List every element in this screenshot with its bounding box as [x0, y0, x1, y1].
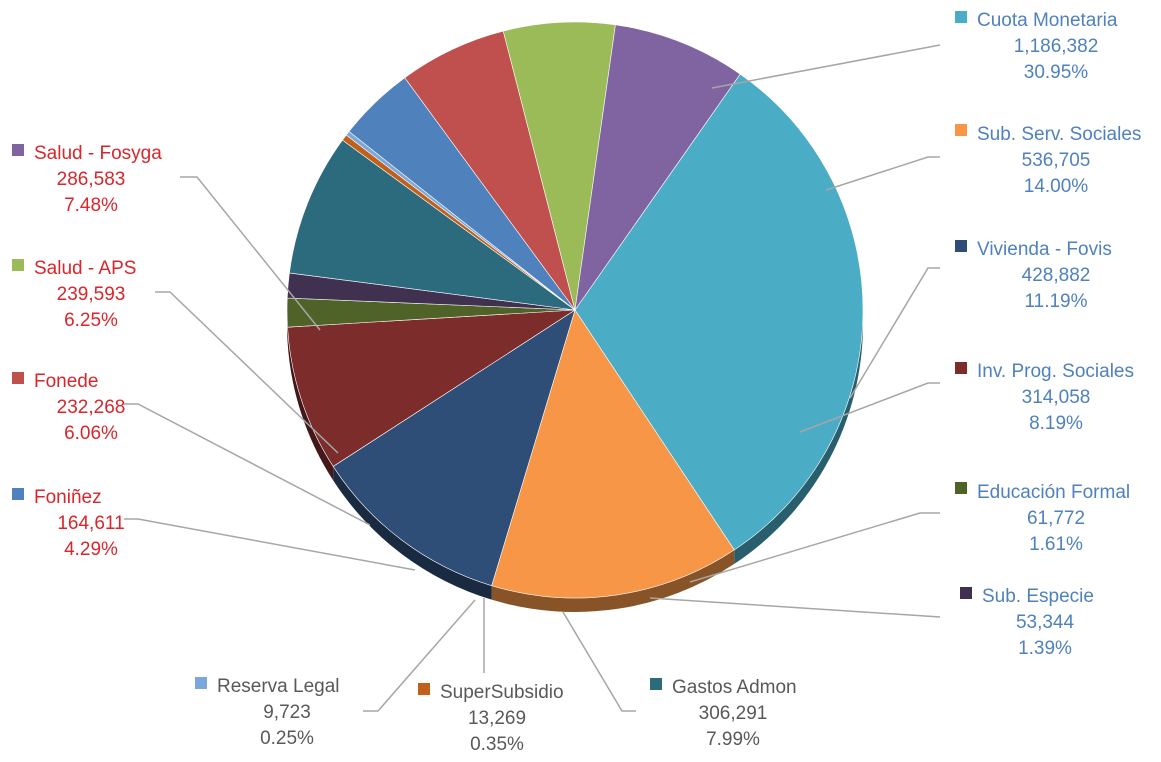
- label-name-supersubsidio: SuperSubsidio: [440, 682, 564, 703]
- label-value-reserva-legal: 9,723: [263, 702, 311, 723]
- leader-line-fonede: [124, 403, 371, 526]
- label-percent-salud-fosyga: 7.48%: [64, 195, 118, 216]
- legend-swatch-foninez: [12, 488, 24, 500]
- leader-line-reserva-legal: [363, 599, 476, 712]
- label-percent-inv-prog-sociales: 8.19%: [1029, 413, 1083, 434]
- leader-line-salud-aps: [155, 291, 339, 454]
- legend-swatch-salud-aps: [12, 259, 24, 271]
- label-value-cuota-monetaria: 1,186,382: [1014, 36, 1099, 57]
- label-value-fonede: 232,268: [57, 397, 126, 418]
- label-percent-gastos-admon: 7.99%: [706, 729, 760, 750]
- label-value-salud-fosyga: 286,583: [57, 169, 126, 190]
- label-name-educacion-formal: Educación Formal: [977, 482, 1130, 503]
- label-name-fonede: Fonede: [34, 371, 98, 392]
- label-value-inv-prog-sociales: 314,058: [1022, 387, 1091, 408]
- label-value-gastos-admon: 306,291: [699, 703, 768, 724]
- label-name-sub-serv-sociales: Sub. Serv. Sociales: [977, 124, 1141, 145]
- label-percent-supersubsidio: 0.35%: [470, 734, 524, 755]
- pie-slices: [286, 21, 864, 599]
- label-value-educacion-formal: 61,772: [1027, 508, 1085, 529]
- label-percent-reserva-legal: 0.25%: [260, 728, 314, 749]
- label-percent-educacion-formal: 1.61%: [1029, 534, 1083, 555]
- leader-line-sub-serv-sociales: [825, 156, 940, 191]
- leader-line-gastos-admon: [562, 611, 636, 712]
- slice-salud-fosyga: [574, 24, 741, 311]
- legend-swatch-inv-prog-sociales: [955, 362, 967, 374]
- label-percent-cuota-monetaria: 30.95%: [1024, 62, 1089, 83]
- leader-line-inv-prog-sociales: [799, 382, 940, 433]
- slice-cuota-monetaria: [574, 73, 864, 551]
- slice-edge-inv-prog-sociales: [287, 327, 334, 481]
- label-value-vivienda-fovis: 428,882: [1022, 265, 1091, 286]
- slice-edge-vivienda-fovis: [333, 466, 492, 600]
- label-name-inv-prog-sociales: Inv. Prog. Sociales: [977, 361, 1134, 382]
- legend-swatch-vivienda-fovis: [955, 240, 967, 252]
- label-value-sub-especie: 53,344: [1016, 612, 1075, 633]
- leader-line-vivienda-fovis: [849, 267, 940, 399]
- legend-swatch-gastos-admon: [650, 678, 662, 690]
- label-value-sub-serv-sociales: 536,705: [1022, 150, 1091, 171]
- label-name-vivienda-fovis: Vivienda - Fovis: [977, 239, 1112, 260]
- label-name-salud-fosyga: Salud - Fosyga: [34, 143, 162, 164]
- label-percent-sub-serv-sociales: 14.00%: [1024, 176, 1089, 197]
- leader-line-educacion-formal: [689, 512, 940, 583]
- legend-swatch-cuota-monetaria: [955, 11, 967, 23]
- legend-swatch-sub-serv-sociales: [955, 124, 967, 136]
- legend-swatch-salud-fosyga: [12, 144, 24, 156]
- leader-line-salud-fosyga: [180, 176, 321, 331]
- label-percent-foninez: 4.29%: [64, 539, 118, 560]
- data-labels: Cuota Monetaria 1,186,382 30.95% Sub. Serv.…: [12, 10, 1141, 755]
- leader-line-sub-especie: [649, 597, 941, 618]
- label-name-salud-aps: Salud - APS: [34, 258, 136, 279]
- label-name-gastos-admon: Gastos Admon: [672, 677, 797, 698]
- legend-swatch-supersubsidio: [418, 683, 430, 695]
- slice-gastos-admon: [289, 139, 576, 311]
- label-percent-vivienda-fovis: 11.19%: [1024, 291, 1087, 312]
- legend-swatch-educacion-formal: [955, 482, 967, 494]
- label-name-cuota-monetaria: Cuota Monetaria: [977, 10, 1118, 31]
- leader-line-foninez: [124, 518, 416, 571]
- label-percent-salud-aps: 6.25%: [64, 310, 118, 331]
- legend-swatch-fonede: [12, 372, 24, 384]
- label-name-foninez: Foniñez: [34, 487, 102, 508]
- legend-swatch-reserva-legal: [195, 677, 207, 689]
- label-value-foninez: 164,611: [57, 513, 124, 534]
- label-percent-sub-especie: 1.39%: [1018, 638, 1072, 659]
- label-percent-fonede: 6.06%: [64, 423, 118, 444]
- leader-line-cuota-monetaria: [711, 44, 941, 89]
- slice-sub-serv-sociales: [491, 309, 735, 599]
- label-name-reserva-legal: Reserva Legal: [217, 676, 340, 697]
- slice-edge-cuota-monetaria: [734, 310, 864, 564]
- label-value-supersubsidio: 13,269: [468, 708, 526, 729]
- label-value-salud-aps: 239,593: [57, 284, 126, 305]
- label-name-sub-especie: Sub. Especie: [982, 586, 1094, 607]
- slice-inv-prog-sociales: [287, 309, 577, 467]
- slice-vivienda-fovis: [332, 309, 576, 587]
- slice-edge-sub-serv-sociales: [491, 549, 735, 612]
- legend-swatch-sub-especie: [960, 587, 972, 599]
